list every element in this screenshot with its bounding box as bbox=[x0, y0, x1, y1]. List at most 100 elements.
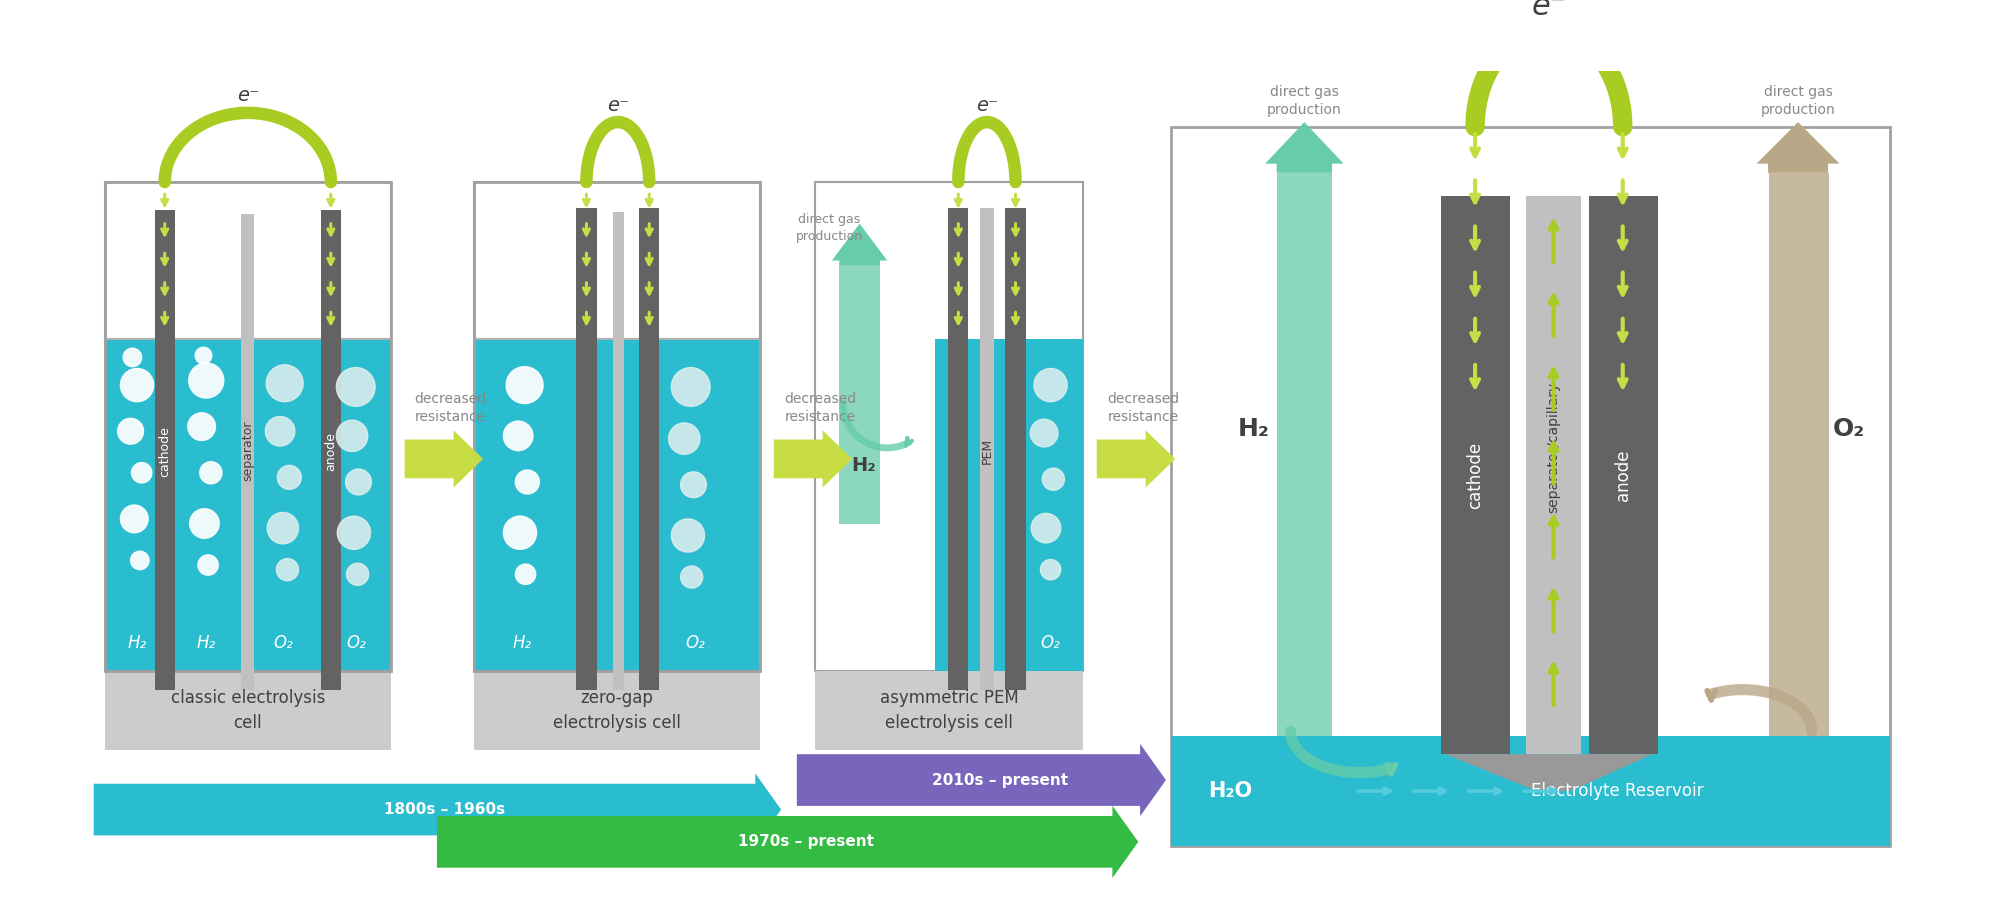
Bar bbox=[104, 182, 391, 671]
Bar bbox=[1170, 127, 1890, 846]
Circle shape bbox=[347, 564, 369, 585]
Circle shape bbox=[1040, 560, 1060, 579]
Bar bbox=[473, 339, 760, 671]
Circle shape bbox=[198, 555, 218, 575]
Circle shape bbox=[188, 413, 216, 441]
Circle shape bbox=[132, 463, 152, 483]
Text: cathode: cathode bbox=[158, 426, 172, 477]
Bar bbox=[473, 182, 760, 671]
Text: zero-gap
electrolysis cell: zero-gap electrolysis cell bbox=[553, 689, 681, 732]
Text: H₂: H₂ bbox=[1238, 417, 1269, 441]
Circle shape bbox=[503, 517, 537, 550]
Bar bbox=[104, 671, 391, 749]
Circle shape bbox=[267, 513, 299, 544]
Circle shape bbox=[515, 565, 535, 584]
Bar bbox=[936, 339, 1084, 671]
FancyArrow shape bbox=[1756, 122, 1840, 173]
Text: O₂: O₂ bbox=[345, 635, 365, 652]
Bar bbox=[1589, 196, 1659, 754]
Text: decreased
resistance: decreased resistance bbox=[1108, 392, 1180, 424]
Text: 1800s – 1960s: 1800s – 1960s bbox=[383, 802, 505, 817]
FancyArrow shape bbox=[405, 431, 483, 488]
FancyArrow shape bbox=[1265, 122, 1343, 173]
Circle shape bbox=[515, 470, 539, 494]
Bar bbox=[1170, 736, 1890, 846]
FancyArrow shape bbox=[1096, 431, 1176, 488]
Bar bbox=[980, 208, 994, 689]
FancyArrow shape bbox=[774, 431, 852, 488]
Text: 1970s – present: 1970s – present bbox=[739, 834, 874, 849]
Circle shape bbox=[124, 348, 142, 367]
Text: e⁻: e⁻ bbox=[607, 96, 629, 115]
Bar bbox=[242, 214, 253, 689]
Circle shape bbox=[130, 552, 150, 570]
Text: direct gas
production: direct gas production bbox=[1760, 85, 1836, 117]
Bar bbox=[154, 210, 176, 689]
Circle shape bbox=[671, 368, 711, 407]
Circle shape bbox=[120, 505, 148, 533]
Bar bbox=[814, 182, 1084, 671]
Bar bbox=[838, 265, 880, 524]
Text: Electrolyte Reservoir: Electrolyte Reservoir bbox=[1531, 782, 1703, 800]
Text: anode: anode bbox=[323, 432, 337, 470]
Text: O₂: O₂ bbox=[685, 635, 705, 652]
Bar bbox=[577, 208, 597, 689]
FancyArrow shape bbox=[437, 806, 1138, 878]
Circle shape bbox=[196, 347, 212, 364]
Text: direct gas
production: direct gas production bbox=[1267, 85, 1341, 117]
Bar bbox=[1441, 196, 1511, 754]
Circle shape bbox=[337, 420, 367, 452]
Circle shape bbox=[265, 417, 295, 446]
Bar bbox=[613, 212, 625, 689]
FancyArrow shape bbox=[832, 224, 888, 265]
Circle shape bbox=[118, 419, 144, 444]
FancyArrow shape bbox=[796, 744, 1166, 816]
Text: e⁻: e⁻ bbox=[976, 96, 998, 115]
Circle shape bbox=[507, 367, 543, 404]
FancyArrow shape bbox=[94, 773, 780, 845]
Circle shape bbox=[681, 472, 707, 498]
Circle shape bbox=[277, 466, 301, 490]
Circle shape bbox=[1034, 369, 1068, 402]
Text: separator: separator bbox=[242, 421, 253, 481]
Bar bbox=[1006, 208, 1026, 689]
Circle shape bbox=[671, 519, 705, 553]
Text: PEM: PEM bbox=[980, 438, 994, 464]
Bar bbox=[1277, 173, 1331, 736]
Text: O₂: O₂ bbox=[1040, 635, 1060, 652]
Text: classic electrolysis
cell: classic electrolysis cell bbox=[170, 689, 325, 732]
Text: H₂: H₂ bbox=[850, 456, 876, 475]
Circle shape bbox=[503, 421, 533, 451]
Text: decreased
resistance: decreased resistance bbox=[784, 392, 856, 424]
Circle shape bbox=[265, 365, 303, 402]
Circle shape bbox=[337, 368, 375, 407]
Text: anode: anode bbox=[1613, 449, 1631, 501]
Bar bbox=[1768, 173, 1828, 736]
Bar bbox=[473, 182, 760, 339]
Text: cathode: cathode bbox=[1467, 442, 1485, 508]
Circle shape bbox=[1032, 514, 1060, 543]
Bar bbox=[814, 671, 1084, 749]
Circle shape bbox=[275, 559, 299, 580]
Circle shape bbox=[345, 469, 371, 495]
Text: H₂: H₂ bbox=[198, 635, 216, 652]
Text: H₂O: H₂O bbox=[1208, 781, 1253, 801]
Text: separator/capillary: separator/capillary bbox=[1547, 382, 1561, 513]
Text: e⁻: e⁻ bbox=[238, 87, 259, 105]
Bar bbox=[104, 182, 391, 339]
Circle shape bbox=[1030, 419, 1058, 447]
Text: O₂: O₂ bbox=[273, 635, 293, 652]
Circle shape bbox=[681, 566, 703, 588]
Circle shape bbox=[200, 462, 222, 484]
Bar bbox=[1525, 196, 1581, 754]
Text: decreased
resistance: decreased resistance bbox=[415, 392, 487, 424]
Text: 2010s – present: 2010s – present bbox=[932, 772, 1068, 787]
Text: H₂: H₂ bbox=[513, 635, 531, 652]
Polygon shape bbox=[1445, 754, 1653, 791]
Bar bbox=[104, 339, 391, 671]
Text: asymmetric PEM
electrolysis cell: asymmetric PEM electrolysis cell bbox=[880, 689, 1018, 732]
Text: direct gas
production: direct gas production bbox=[796, 213, 862, 243]
Circle shape bbox=[337, 517, 371, 550]
Bar bbox=[321, 210, 341, 689]
Bar bbox=[639, 208, 659, 689]
